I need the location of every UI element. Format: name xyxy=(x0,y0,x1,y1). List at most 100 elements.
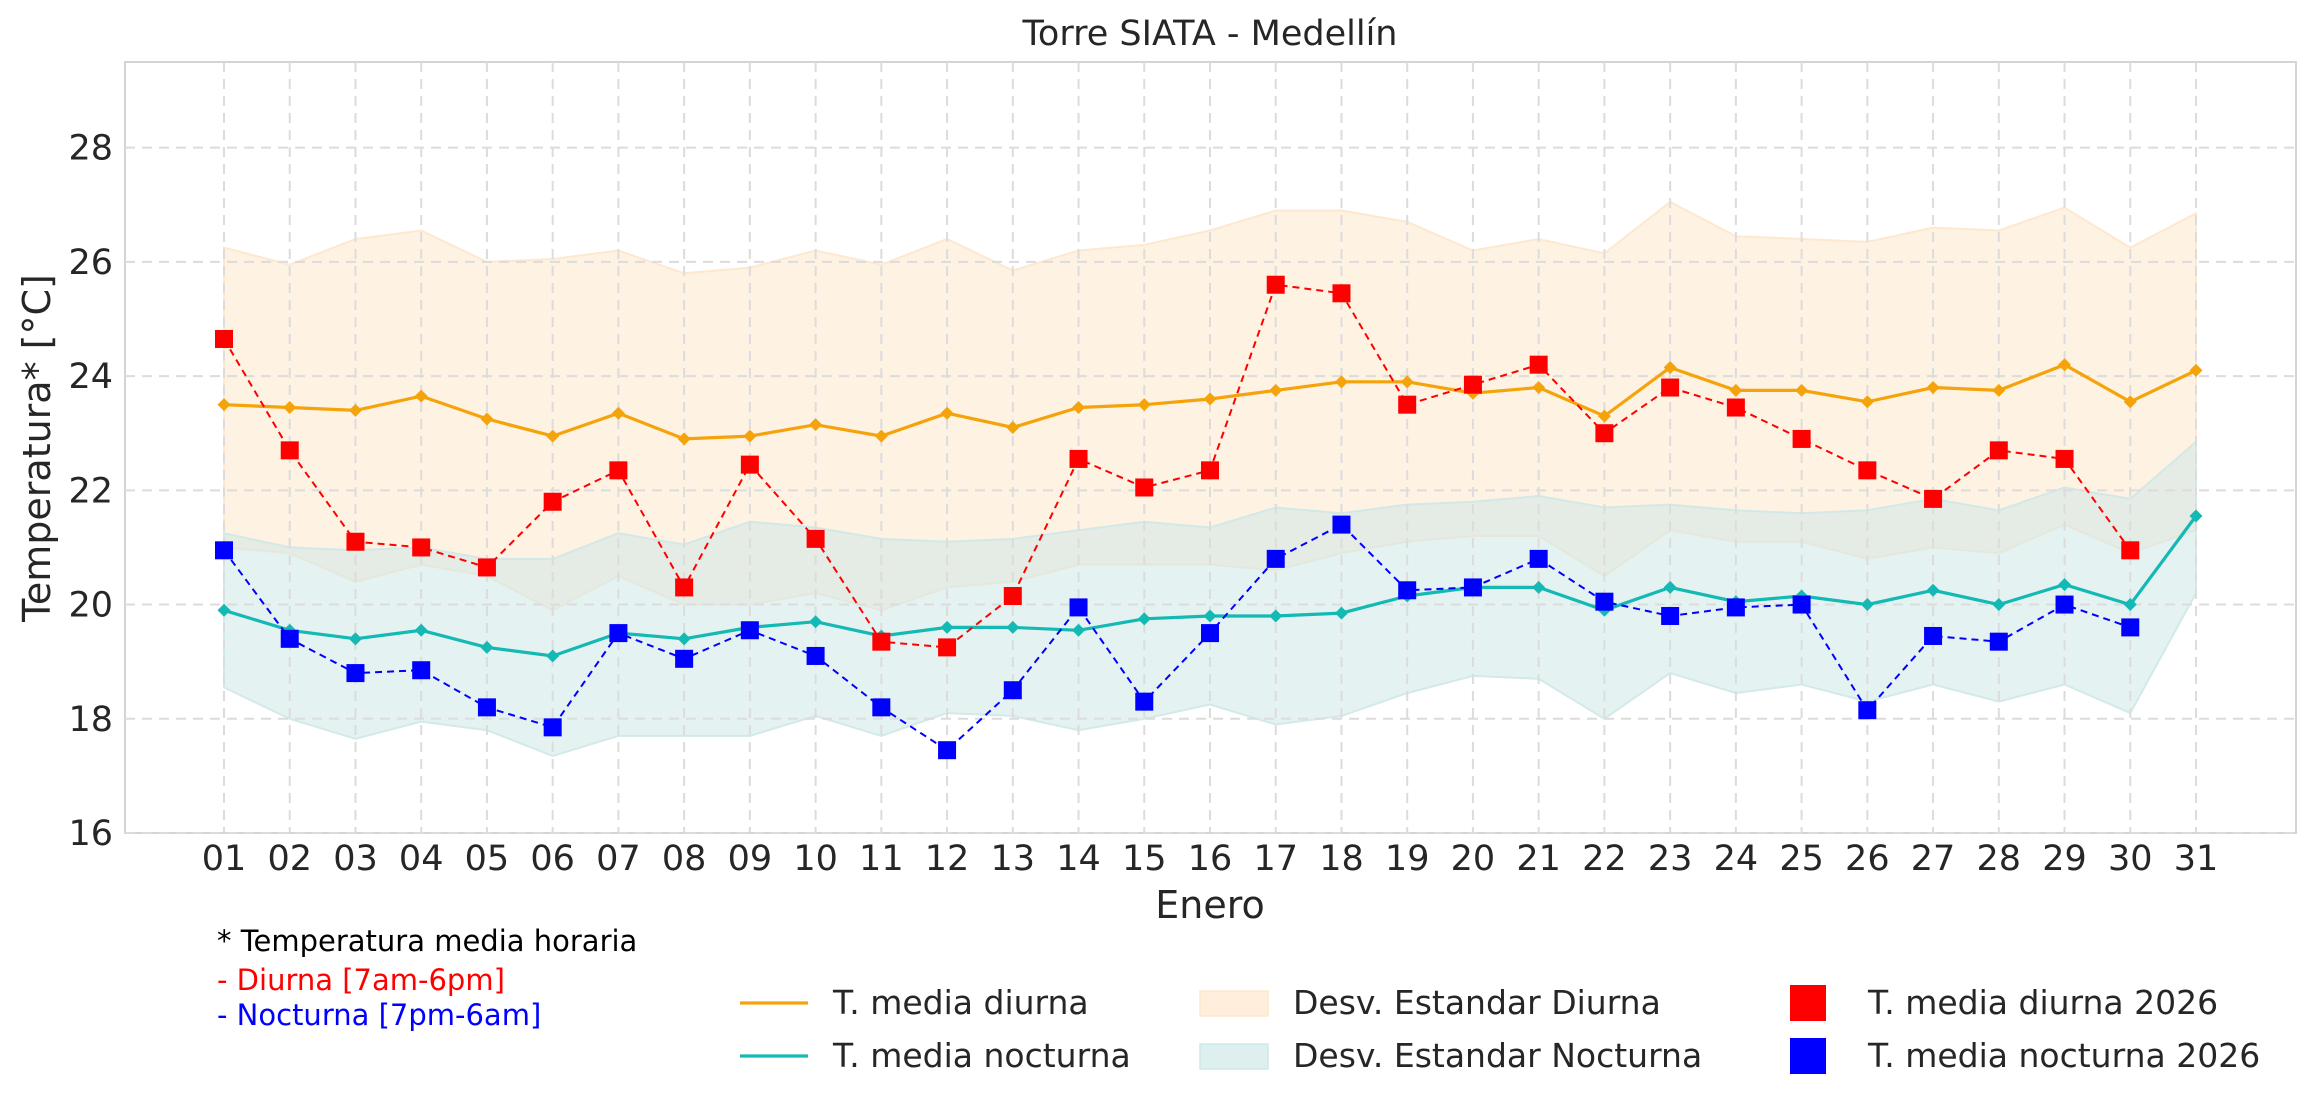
marker-diurna-2026 xyxy=(806,529,825,548)
y-tick-label: 16 xyxy=(68,814,113,854)
marker-diurna-2026 xyxy=(1201,461,1219,480)
point-nocturna xyxy=(414,623,428,637)
marker-diurna-2026 xyxy=(477,558,496,577)
x-tick-label: 15 xyxy=(1122,839,1167,879)
point-diurna xyxy=(414,389,428,403)
marker-diurna-2026 xyxy=(1463,375,1482,394)
marker-diurna-2026 xyxy=(740,455,759,474)
point-diurna xyxy=(1400,375,1414,389)
point-diurna xyxy=(1203,392,1217,406)
point-nocturna xyxy=(1137,612,1151,626)
marker-diurna-2026 xyxy=(872,632,891,651)
marker-nocturna-2026 xyxy=(543,718,562,737)
chart-title: Torre SIATA - Medellín xyxy=(1022,14,1398,54)
x-tick-label: 28 xyxy=(1977,839,2022,879)
x-tick-label: 31 xyxy=(2174,839,2219,879)
marker-diurna-2026 xyxy=(1332,284,1351,303)
point-diurna xyxy=(743,429,757,443)
point-nocturna xyxy=(809,615,823,629)
marker-diurna-2026 xyxy=(412,538,431,557)
marker-nocturna-2026 xyxy=(1989,632,2008,651)
x-tick-label: 22 xyxy=(1582,839,1627,879)
x-tick-label: 07 xyxy=(596,839,641,879)
x-tick-label: 11 xyxy=(859,839,904,879)
marker-nocturna-2026 xyxy=(346,664,365,683)
point-diurna xyxy=(1532,381,1546,395)
point-diurna xyxy=(480,412,494,426)
point-nocturna xyxy=(217,603,231,617)
x-tick-label: 23 xyxy=(1648,839,1693,879)
marker-nocturna-2026 xyxy=(1266,549,1285,568)
point-diurna xyxy=(1137,398,1151,412)
marker-diurna-2026 xyxy=(215,329,233,348)
marker-nocturna-2026 xyxy=(1398,581,1417,600)
note-nocturna: - Nocturna [7pm-6am] xyxy=(217,998,542,1032)
x-tick-label: 12 xyxy=(925,839,970,879)
marker-diurna-2026 xyxy=(1529,355,1548,374)
x-tick-label: 20 xyxy=(1451,839,1496,879)
x-tick-label: 18 xyxy=(1319,839,1364,879)
y-tick-label: 18 xyxy=(68,700,113,740)
x-axis-label: Enero xyxy=(1155,883,1265,927)
line-nocturna-2026 xyxy=(223,523,2131,752)
note-temperature: * Temperatura media horaria xyxy=(217,924,638,958)
marker-diurna-2026 xyxy=(1661,378,1680,397)
marker-diurna-2026 xyxy=(1858,461,1877,480)
x-tick-label: 19 xyxy=(1385,839,1430,879)
x-tick-label: 27 xyxy=(1911,839,1956,879)
marker-diurna-2026 xyxy=(1135,478,1154,497)
point-nocturna xyxy=(1926,583,1940,597)
marker-diurna-2026 xyxy=(1003,586,1022,605)
marker-diurna-2026 xyxy=(2121,541,2140,560)
point-diurna xyxy=(2058,358,2072,372)
point-diurna xyxy=(1269,383,1283,397)
y-tick-label: 20 xyxy=(68,586,113,626)
point-diurna xyxy=(1992,383,2006,397)
point-diurna xyxy=(809,418,823,432)
x-tick-label: 04 xyxy=(399,839,444,879)
point-diurna xyxy=(217,398,231,412)
x-tick-label: 09 xyxy=(728,839,773,879)
point-diurna xyxy=(2123,395,2137,409)
point-diurna xyxy=(1860,395,1874,409)
point-nocturna xyxy=(1203,609,1217,623)
legend-label: T. media diurna xyxy=(832,983,1089,1022)
legend-label: Desv. Estandar Nocturna xyxy=(1293,1036,1702,1075)
x-tick-label: 30 xyxy=(2108,839,2153,879)
marker-diurna-2026 xyxy=(280,441,299,460)
y-tick-label: 28 xyxy=(68,129,113,169)
line-diurna-2026 xyxy=(223,283,2132,649)
point-diurna xyxy=(940,406,954,420)
marker-diurna-2026 xyxy=(1726,398,1745,417)
marker-nocturna-2026 xyxy=(806,646,825,665)
marker-nocturna-2026 xyxy=(215,541,233,560)
marker-nocturna-2026 xyxy=(2121,618,2140,637)
point-nocturna xyxy=(1334,606,1348,620)
marker-nocturna-2026 xyxy=(1924,626,1943,645)
point-diurna xyxy=(1334,375,1348,389)
marker-nocturna-2026 xyxy=(938,741,957,760)
marker-nocturna-2026 xyxy=(1135,692,1154,711)
x-tick-label: 13 xyxy=(991,839,1036,879)
legend-swatch-band xyxy=(1199,990,1269,1017)
marker-diurna-2026 xyxy=(1398,395,1417,414)
x-tick-label: 14 xyxy=(1056,839,1101,879)
marker-series xyxy=(215,275,2140,760)
legend-swatch-band xyxy=(1199,1043,1269,1070)
note-diurna: - Diurna [7am-6pm] xyxy=(217,963,505,997)
grid-lines xyxy=(125,62,2296,834)
x-tick-label: 24 xyxy=(1714,839,1759,879)
point-diurna xyxy=(1597,409,1611,423)
marker-diurna-2026 xyxy=(1924,489,1943,508)
x-tick-label: 08 xyxy=(662,839,707,879)
marker-diurna-2026 xyxy=(938,638,957,657)
marker-nocturna-2026 xyxy=(1463,578,1482,597)
point-nocturna xyxy=(1860,598,1874,612)
marker-nocturna-2026 xyxy=(280,629,299,648)
x-tick-label: 03 xyxy=(333,839,378,879)
x-tick-label: 05 xyxy=(465,839,510,879)
legend-label: Desv. Estandar Diurna xyxy=(1293,983,1661,1022)
x-tick-label: 01 xyxy=(202,839,247,879)
x-tick-label: 10 xyxy=(793,839,838,879)
point-diurna xyxy=(1729,383,1743,397)
